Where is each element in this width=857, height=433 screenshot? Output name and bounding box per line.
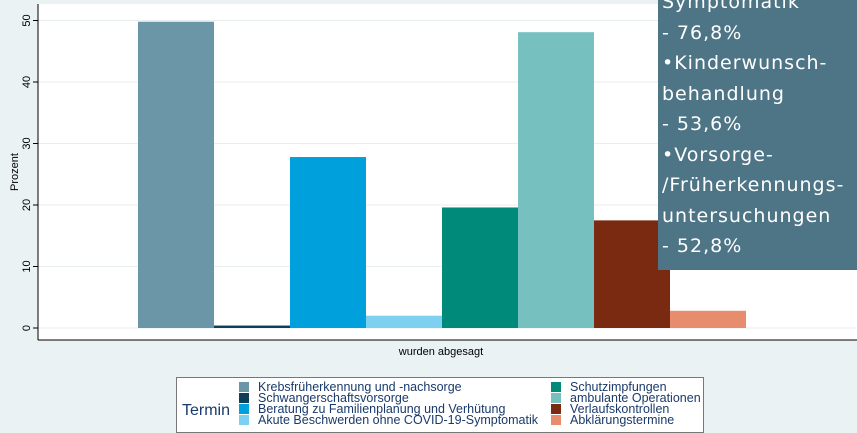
- bar-6: [518, 32, 594, 329]
- bar-5: [442, 207, 518, 328]
- y-ticks: 0 10 20 30 40 50: [21, 14, 38, 331]
- legend-label: Abklärungstermine: [570, 413, 675, 427]
- annotation-overlay: Symptomatik - 76,8% •Kinderwunsch-behandlu…: [658, 0, 857, 270]
- y-axis-label: Prozent: [9, 153, 21, 191]
- overlay-line: - 52,8%: [662, 235, 743, 257]
- legend-item: Schwangerschaftsvorsorge: [239, 391, 409, 405]
- overlay-line: untersuchungen: [662, 204, 832, 227]
- y-tick-label: 30: [21, 137, 33, 149]
- bar-1: [138, 21, 214, 328]
- overlay-line: - 76,8%: [662, 21, 743, 44]
- legend-item: Beratung zu Familienplanung und Verhütun…: [239, 402, 506, 416]
- legend-item: Abklärungstermine: [551, 413, 675, 427]
- bar-2: [214, 325, 290, 328]
- legend-swatch: [551, 393, 561, 403]
- legend-item: Schutzimpfungen: [551, 380, 667, 394]
- overlay-line: /Früherkennungs-: [662, 174, 845, 196]
- y-tick-label: 10: [21, 260, 33, 272]
- legend-swatch: [239, 393, 249, 403]
- legend-item: Akute Beschwerden ohne COVID-19-Symptoma…: [239, 413, 538, 427]
- legend-label: ambulante Operationen: [570, 391, 701, 405]
- y-tick-label: 50: [21, 14, 33, 26]
- bar-7: [594, 220, 670, 328]
- bar-8: [670, 310, 746, 328]
- legend-item: Verlaufskontrollen: [551, 402, 670, 416]
- y-tick-label: 40: [21, 76, 33, 88]
- overlay-line: - 53,6%: [662, 113, 743, 135]
- legend-label: Schwangerschaftsvorsorge: [258, 391, 409, 405]
- legend-item: ambulante Operationen: [551, 391, 701, 405]
- x-category-label: wurden abgesagt: [398, 346, 483, 358]
- legend: Termin Krebsfrüherkennung und -nachsorge…: [176, 377, 704, 433]
- legend-label: Krebsfrüherkennung und -nachsorge: [258, 380, 462, 394]
- legend-swatch: [239, 404, 249, 414]
- legend-title: Termin: [182, 402, 231, 419]
- overlay-line: behandlung: [662, 82, 785, 105]
- legend-swatch: [551, 404, 561, 414]
- bars: [138, 21, 746, 329]
- legend-swatch: [239, 382, 249, 392]
- y-tick-label: 20: [21, 199, 33, 211]
- overlay-line: •Kinderwunsch-: [662, 52, 828, 74]
- bar-4: [366, 315, 442, 328]
- y-tick-label: 0: [21, 325, 33, 331]
- legend-label: Beratung zu Familienplanung und Verhütun…: [258, 402, 506, 416]
- legend-swatch: [551, 415, 561, 425]
- legend-swatch: [239, 415, 249, 425]
- bar-3: [290, 157, 366, 328]
- overlay-line: •Vorsorge-: [662, 143, 774, 166]
- legend-label: Schutzimpfungen: [570, 380, 667, 394]
- overlay-line: Symptomatik: [662, 0, 800, 13]
- legend-label: Akute Beschwerden ohne COVID-19-Symptoma…: [258, 413, 538, 427]
- legend-label: Verlaufskontrollen: [570, 402, 670, 416]
- legend-item: Krebsfrüherkennung und -nachsorge: [239, 380, 462, 394]
- legend-swatch: [551, 382, 561, 392]
